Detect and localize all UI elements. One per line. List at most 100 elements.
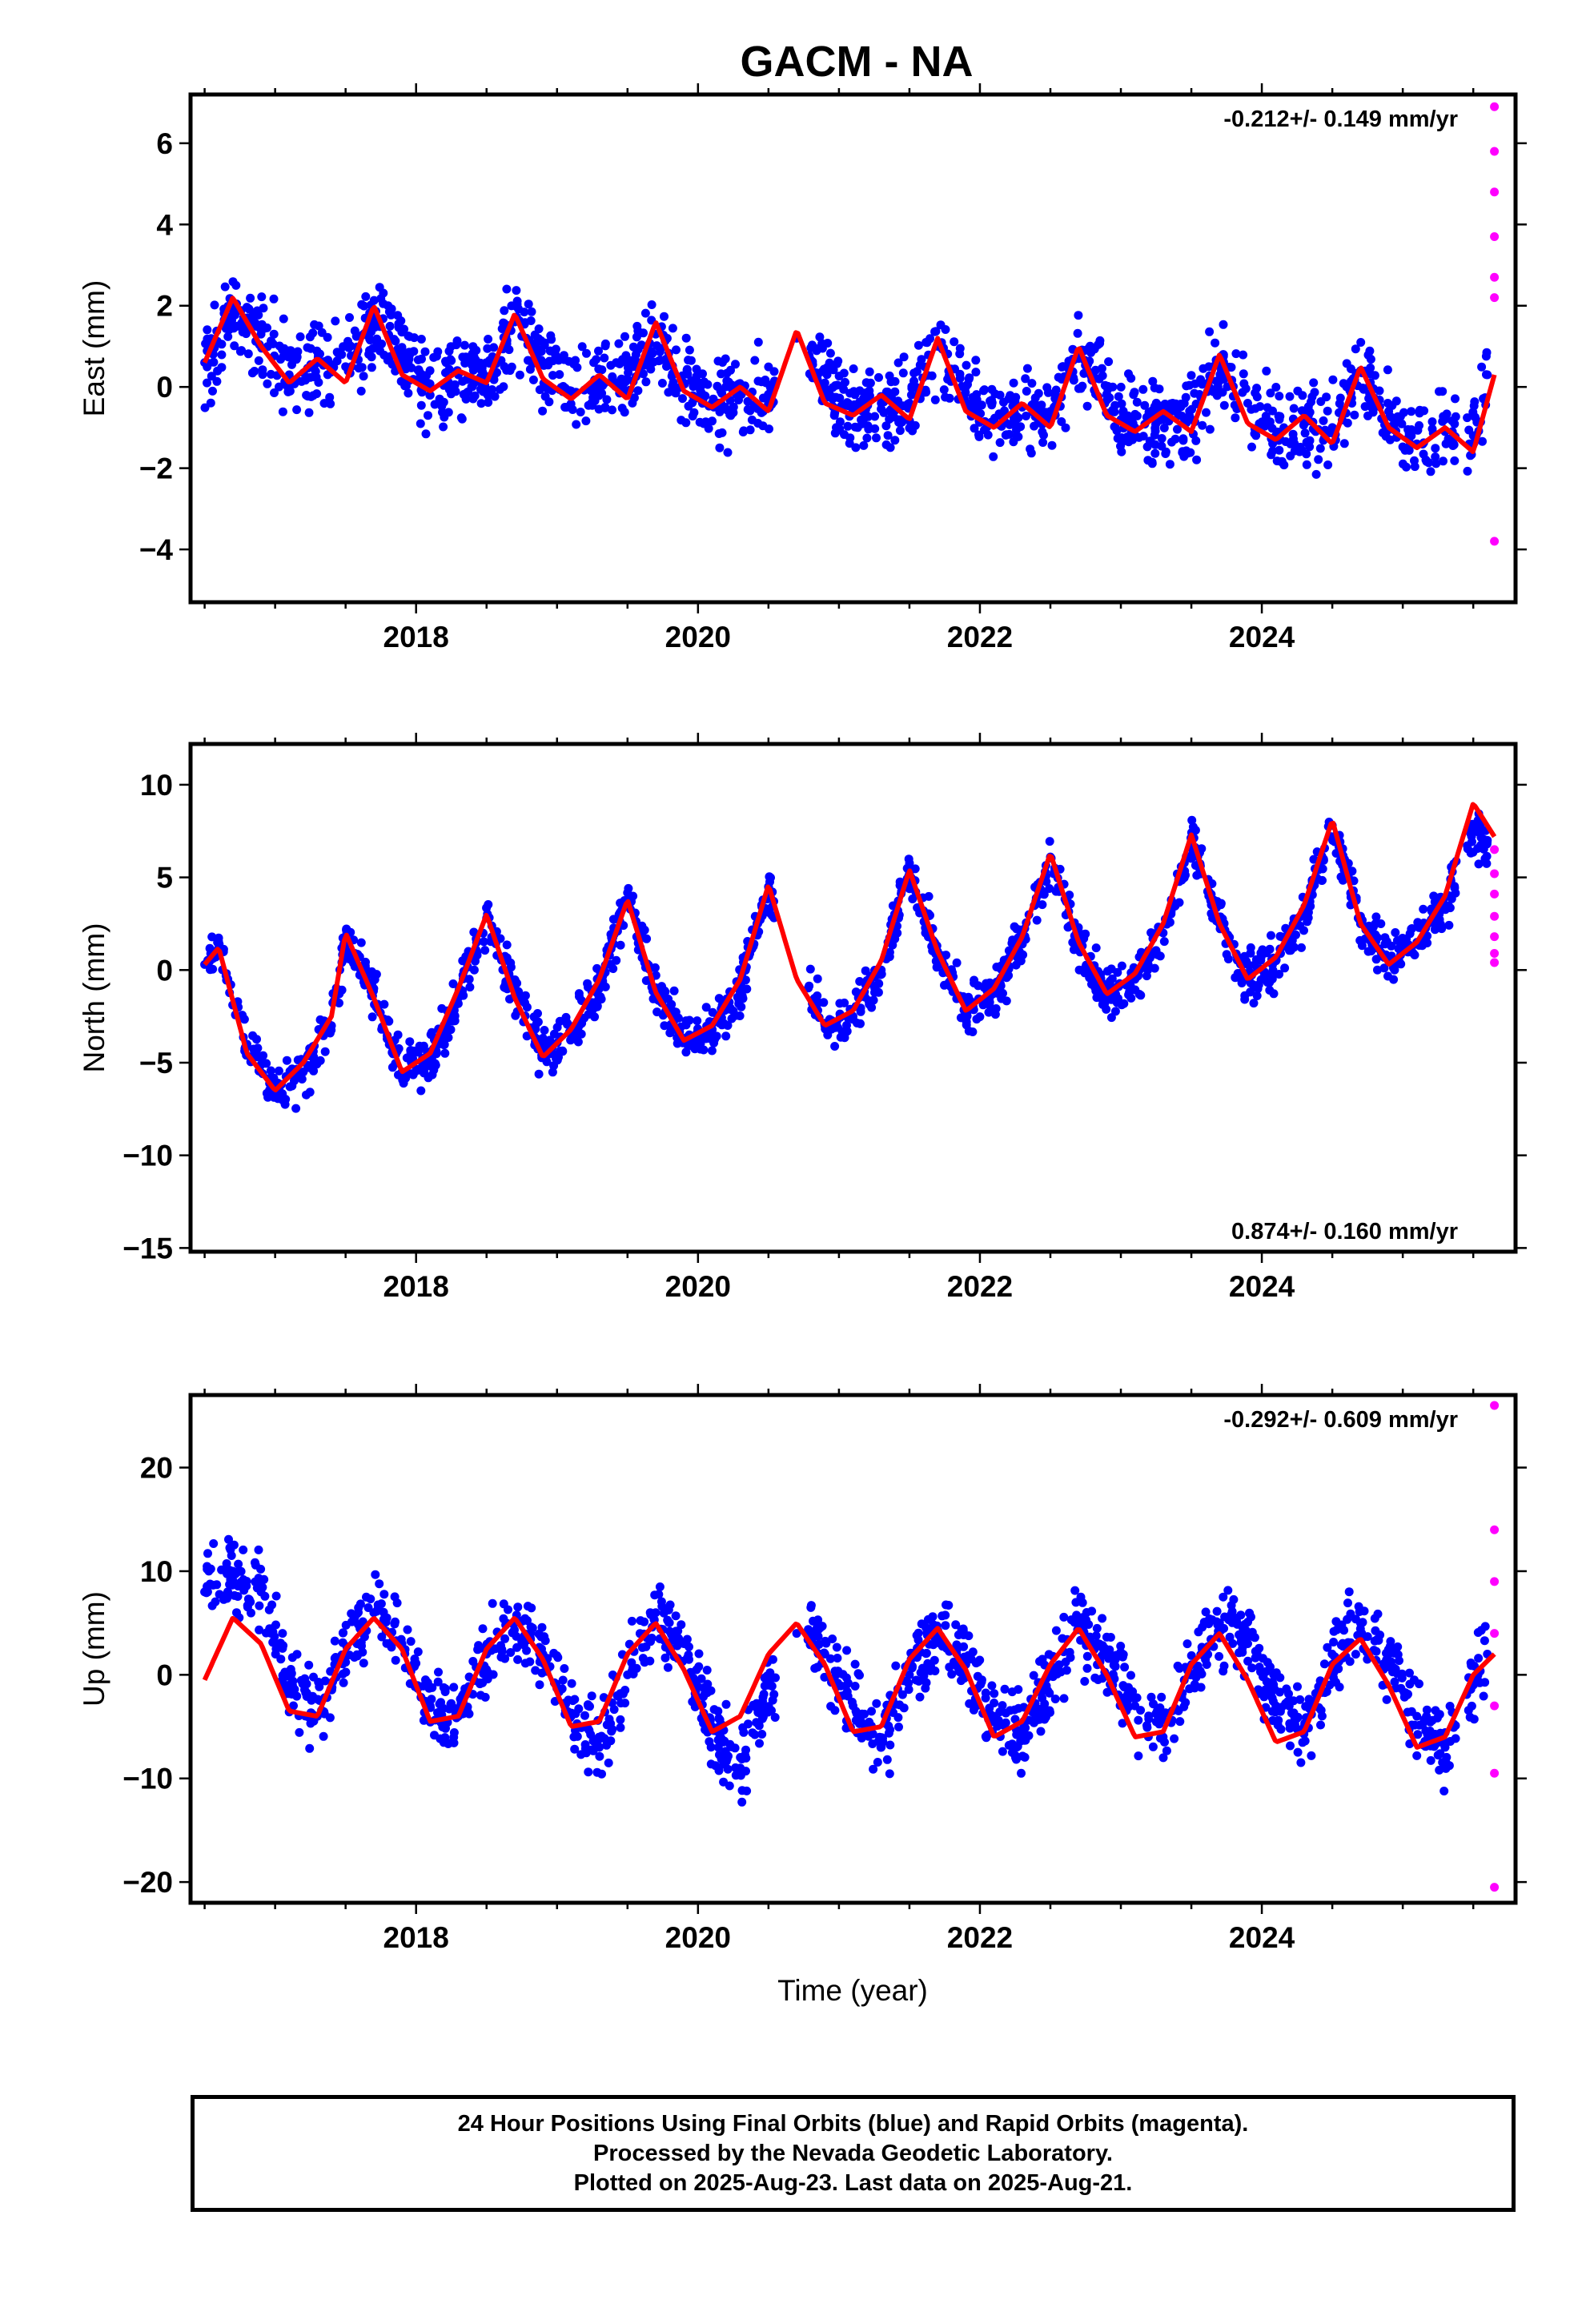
final-orbit-point [1267, 969, 1276, 979]
final-orbit-point [1329, 1626, 1339, 1636]
final-orbit-point [326, 1667, 335, 1676]
final-orbit-point [713, 1707, 723, 1716]
final-orbit-point [870, 424, 880, 433]
final-orbit-point [1239, 369, 1248, 379]
north-velocity-label: 0.874+/- 0.160 mm/yr [1231, 1219, 1458, 1244]
final-orbit-point [1366, 355, 1375, 364]
final-orbit-point [207, 932, 217, 942]
final-orbit-point [665, 1600, 675, 1610]
up-frame [188, 1393, 1518, 1905]
final-orbit-point [1092, 993, 1102, 1003]
final-orbit-point [548, 371, 557, 380]
final-orbit-point [1319, 1659, 1329, 1669]
final-orbit-point [416, 400, 426, 410]
final-orbit-point [344, 343, 354, 352]
final-orbit-point [587, 1691, 596, 1701]
final-orbit-point [469, 927, 479, 937]
final-orbit-point [941, 392, 950, 402]
final-orbit-point [940, 980, 949, 990]
final-orbit-point [227, 316, 236, 325]
final-orbit-point [1274, 412, 1283, 421]
final-orbit-point [615, 359, 624, 368]
final-orbit-point [1447, 416, 1457, 425]
final-orbit-point [512, 1642, 522, 1652]
caption-box: 24 Hour Positions Using Final Orbits (bl… [191, 2095, 1516, 2212]
final-orbit-point [707, 1046, 717, 1055]
final-orbit-point [387, 1642, 396, 1652]
final-orbit-point [259, 1574, 269, 1584]
final-orbit-point [1102, 1632, 1111, 1642]
final-orbit-point [283, 387, 293, 396]
final-orbit-point [496, 934, 505, 943]
final-orbit-point [390, 1592, 400, 1602]
final-orbit-point [359, 372, 368, 381]
final-orbit-point [1110, 1662, 1120, 1671]
final-orbit-point [1223, 1586, 1233, 1595]
final-orbit-point [1427, 1715, 1437, 1725]
final-orbit-point [254, 310, 263, 320]
final-orbit-point [721, 1031, 731, 1041]
final-orbit-point [354, 364, 363, 373]
final-orbit-point [505, 995, 514, 1004]
final-orbit-point [683, 369, 693, 379]
final-orbit-point [488, 1598, 497, 1608]
final-orbit-point [813, 974, 822, 983]
north-y-axis-label: North (mm) [78, 923, 110, 1072]
final-orbit-point [1423, 939, 1432, 947]
final-orbit-point [1407, 407, 1416, 416]
final-orbit-point [1059, 1694, 1069, 1703]
final-orbit-point [748, 1728, 757, 1738]
final-orbit-point [750, 356, 760, 365]
final-orbit-point [1045, 884, 1054, 893]
final-orbit-point [868, 1739, 877, 1748]
final-orbit-point [608, 964, 618, 974]
final-orbit-point [1310, 388, 1319, 397]
final-orbit-point [1309, 378, 1319, 388]
final-orbit-point [1074, 311, 1083, 320]
final-orbit-point [535, 385, 544, 395]
final-orbit-point [228, 1566, 238, 1576]
final-orbit-point [973, 406, 982, 416]
final-orbit-point [1094, 1675, 1102, 1684]
final-orbit-point [1157, 434, 1166, 443]
final-orbit-point [1269, 1670, 1279, 1679]
final-orbit-point [1190, 1679, 1199, 1689]
final-orbit-point [1022, 364, 1032, 373]
final-orbit-point [540, 1026, 549, 1035]
up-daily-cloud [200, 1534, 1490, 1807]
final-orbit-point [217, 1565, 227, 1574]
final-orbit-point [593, 1734, 603, 1743]
rapid-orbit-point [1490, 272, 1500, 282]
final-orbit-point [1094, 374, 1104, 384]
final-orbit-point [371, 1570, 380, 1579]
final-orbit-point [825, 358, 834, 368]
final-orbit-point [584, 1767, 593, 1777]
final-orbit-point [404, 388, 413, 398]
north-daily-cloud [203, 809, 1492, 1113]
final-orbit-point [552, 1023, 562, 1032]
final-orbit-point [528, 375, 538, 384]
final-orbit-point [1328, 375, 1338, 384]
final-orbit-point [1359, 1606, 1369, 1616]
east-plot-area [200, 102, 1500, 546]
final-orbit-point [600, 1734, 609, 1743]
final-orbit-point [833, 380, 842, 390]
final-orbit-point [1219, 400, 1229, 410]
final-orbit-point [488, 385, 497, 394]
final-orbit-point [975, 1655, 985, 1665]
final-orbit-point [616, 1715, 625, 1724]
final-orbit-point [1021, 1723, 1030, 1733]
final-orbit-point [660, 312, 669, 321]
final-orbit-point [681, 1016, 691, 1026]
final-orbit-point [888, 940, 897, 950]
final-orbit-point [685, 345, 694, 355]
final-orbit-point [764, 1680, 773, 1690]
final-orbit-point [464, 1709, 474, 1719]
final-orbit-point [738, 1723, 748, 1732]
final-orbit-point [1057, 417, 1066, 426]
final-orbit-point [990, 1711, 999, 1721]
final-orbit-point [499, 382, 508, 392]
final-orbit-point [1383, 971, 1392, 981]
final-orbit-point [1227, 1610, 1236, 1619]
